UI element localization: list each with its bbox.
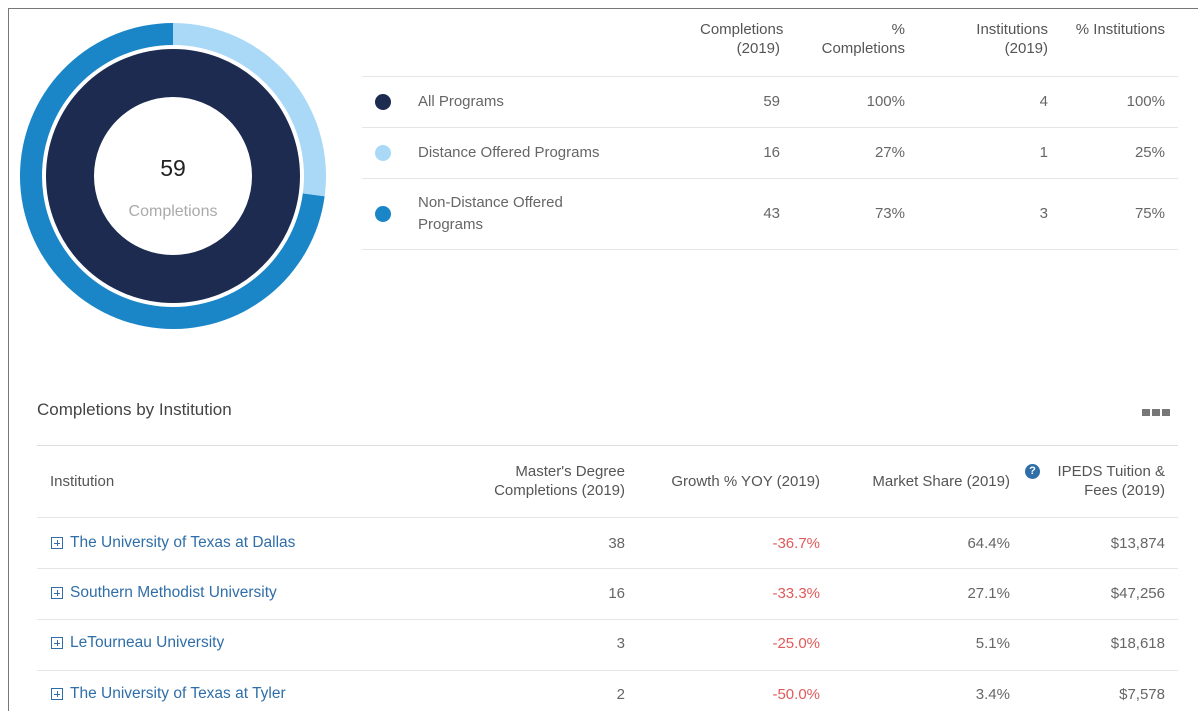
table-cell: -50.0% <box>772 686 820 703</box>
summary-cell: 100% <box>1126 93 1165 110</box>
expand-icon[interactable] <box>51 537 63 549</box>
row-label: All Programs <box>418 93 504 110</box>
table-cell: -33.3% <box>772 585 820 602</box>
table-cell: 2 <box>616 686 625 703</box>
summary-cell: 1 <box>1039 144 1048 161</box>
row-divider <box>362 249 1178 250</box>
expand-icon[interactable] <box>51 587 63 599</box>
legend-dot <box>375 145 391 161</box>
table-cell: $7,578 <box>1119 686 1165 703</box>
table-cell: $47,256 <box>1110 585 1165 602</box>
more-menu[interactable] <box>1142 409 1172 417</box>
donut-center-label: Completions <box>129 203 218 220</box>
row-divider <box>37 670 1178 671</box>
institution-link[interactable]: The University of Texas at Tyler <box>70 685 286 702</box>
table-cell: 38 <box>608 535 625 552</box>
summary-cell: 25% <box>1134 144 1165 161</box>
institution-link[interactable]: LeTourneau University <box>70 634 225 651</box>
table-cell: $13,874 <box>1110 535 1165 552</box>
legend-dot <box>375 206 391 222</box>
row-divider <box>37 517 1178 518</box>
table-cell: 3 <box>616 635 625 652</box>
summary-cell: 100% <box>866 93 905 110</box>
table-cell: 64.4% <box>967 535 1010 552</box>
table-header: Institution <box>50 473 115 490</box>
table-header: Market Share (2019) <box>872 473 1010 490</box>
summary-cell: 73% <box>874 205 905 222</box>
frame <box>8 8 1198 711</box>
row-divider <box>362 76 1178 77</box>
section-divider <box>37 445 1178 446</box>
institution-link[interactable]: The University of Texas at Dallas <box>70 534 296 551</box>
donut-inner-ring <box>46 49 300 303</box>
summary-header: % Institutions <box>1075 21 1165 38</box>
table-cell: -36.7% <box>772 535 820 552</box>
table-cell: 27.1% <box>967 585 1010 602</box>
donut-chart: 59 Completions <box>20 23 327 329</box>
expand-icon[interactable] <box>51 688 63 700</box>
summary-cell: 3 <box>1039 205 1048 222</box>
table-cell: 3.4% <box>975 686 1010 703</box>
summary-cell: 4 <box>1039 93 1048 110</box>
row-divider <box>362 178 1178 179</box>
row-label: Non-Distance Offered Programs <box>418 194 563 233</box>
institution-link[interactable]: Southern Methodist University <box>70 584 277 601</box>
expand-glyph <box>57 590 58 596</box>
help-icon[interactable]: ? <box>1025 464 1040 479</box>
table-cell: $18,618 <box>1110 635 1165 652</box>
menu-dot <box>1162 409 1170 416</box>
row-label: Distance Offered Programs <box>418 144 600 161</box>
donut-outer-segment <box>173 23 327 197</box>
summary-cell: 75% <box>1134 205 1165 222</box>
summary-header: % Completions <box>821 21 905 57</box>
row-divider <box>362 127 1178 128</box>
section-title: Completions by Institution <box>37 400 232 419</box>
legend-dot <box>375 94 391 110</box>
table-header: Growth % YOY (2019) <box>671 473 820 490</box>
summary-cell: 27% <box>874 144 905 161</box>
table-cell: 5.1% <box>975 635 1010 652</box>
summary-cell: 59 <box>763 93 780 110</box>
expand-glyph <box>57 640 58 646</box>
table-header: Master's Degree Completions (2019) <box>494 463 625 499</box>
expand-glyph <box>57 540 58 546</box>
donut-center-value: 59 <box>160 155 186 181</box>
menu-dot <box>1152 409 1160 416</box>
summary-cell: 16 <box>763 144 780 161</box>
expand-icon[interactable] <box>51 637 63 649</box>
summary-header: Completions (2019) <box>700 21 784 57</box>
table-cell: -25.0% <box>772 635 820 652</box>
row-divider <box>37 619 1178 620</box>
menu-dot <box>1142 409 1150 416</box>
table-header: IPEDS Tuition & Fees (2019) <box>1057 463 1165 499</box>
table-cell: 16 <box>608 585 625 602</box>
row-divider <box>37 568 1178 569</box>
summary-cell: 43 <box>763 205 780 222</box>
summary-header: Institutions (2019) <box>976 21 1048 57</box>
expand-glyph <box>57 691 58 697</box>
